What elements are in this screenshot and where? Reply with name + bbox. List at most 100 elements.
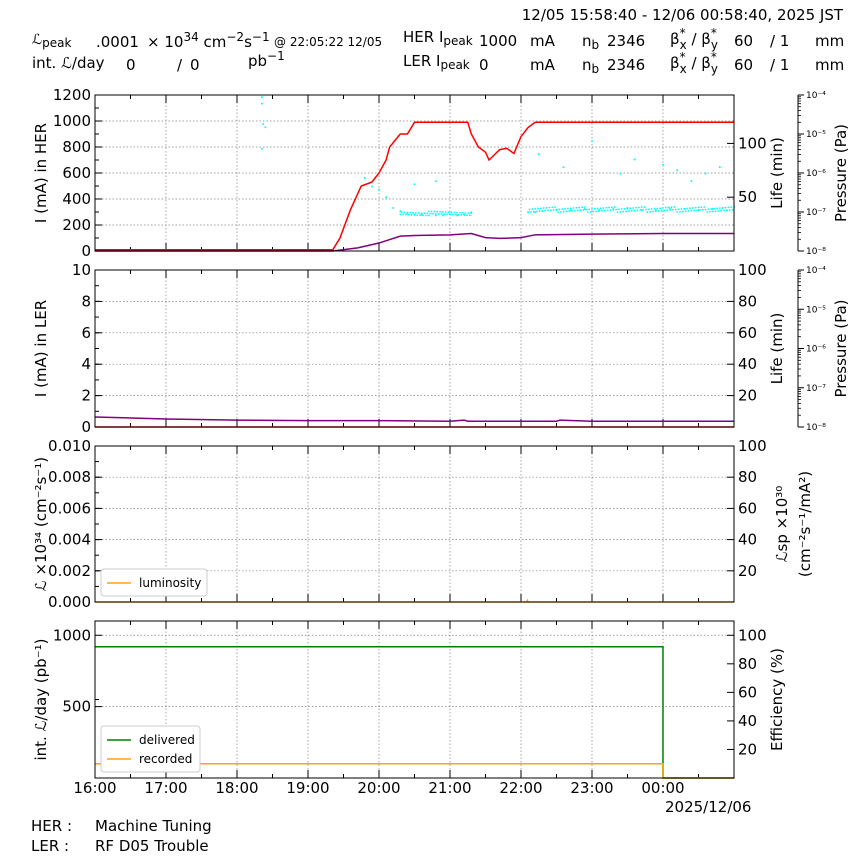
lifetime-point [420,212,423,215]
y2-tick-label: 20 [738,387,757,405]
lifetime-point [680,208,683,210]
lpeak-unit-exp: 34 [183,30,198,44]
lifetime-point [649,210,652,213]
lifetime-point [432,212,434,215]
lifetime-point [420,213,423,216]
lifetime-point [589,210,592,213]
lifetime-point [412,211,414,214]
lifetime-point [264,126,267,129]
lifetime-point [538,210,541,213]
lifetime-point [557,211,559,214]
lifetime-point [434,214,437,217]
lifetime-point [716,207,718,210]
lifetime-point [415,211,417,214]
panel-luminosity: 0.000 0.002 0.004 0.006 0.008 0.010 20 40 60 80 10… [32,437,814,611]
plot-frame [94,94,735,252]
lifetime-point [558,208,561,211]
lifetime-point [419,214,422,217]
lifetime-point [537,153,540,156]
her-unit: mA [530,32,556,50]
y2-tick-label: 20 [738,562,757,580]
lifetime-point [579,209,582,211]
y3-tick-label: 10⁻⁸ [806,423,826,433]
series-pressure [94,416,734,423]
y-tick-label: 1000 [53,112,91,130]
lifetime-point [696,209,698,212]
lifetime-point [728,209,731,211]
lifetime-point [447,211,450,214]
lifetime-point [426,212,429,215]
lifetime-point [429,212,432,215]
y2-tick-label: 100 [738,626,767,644]
lifetime-point [552,208,555,211]
lifetime-point [407,213,410,216]
lifetime-point [615,208,618,211]
y-tick-label: 2 [81,387,91,405]
y2-axis-label: (cm⁻²s⁻¹/mA²) [796,471,814,577]
lifetime-point [467,212,470,215]
lifetime-point [433,210,436,213]
beta-sup: * [680,50,686,64]
lifetime-point [406,211,409,214]
y-tick-label: 500 [62,698,91,716]
intl-value: 0 [126,56,136,74]
lifetime-point [718,207,721,210]
ler-value: 0 [479,56,489,74]
beta-sub: y [711,38,718,52]
lifetime-point [457,213,460,216]
lifetime-point [636,209,639,212]
beta-sep: / β [691,30,710,48]
lifetime-point [653,207,656,210]
lifetime-point [470,212,473,215]
lifetime-point [599,207,602,210]
lifetime-point [659,207,662,210]
lifetime-point [660,209,663,212]
her-label: HER I [403,28,443,46]
lifetime-point [593,207,596,210]
y2-tick-label: 60 [738,499,757,517]
lifetime-point [730,206,733,209]
lpeak-label: ℒ [32,32,42,48]
intl-unit: pb [248,52,267,70]
lifetime-point [596,207,599,210]
lifetime-point [569,207,572,210]
lifetime-point [588,208,591,211]
lifetime-point [652,210,654,213]
lifetime-point [439,210,441,213]
lifetime-point [441,214,444,217]
lpeak-time: @ 22:05:22 12/05 [274,35,382,49]
lifetime-point [417,212,420,214]
lifetime-point [542,207,545,209]
lifetime-point [625,210,627,213]
lifetime-point [613,206,616,208]
lifetime-point [623,207,626,210]
lifetime-point [672,208,674,211]
y3-tick-label: 10⁻⁴ [806,91,826,101]
beta-her-x: 60 [734,32,753,50]
lifetime-point [583,208,586,211]
lifetime-point [551,206,554,209]
header-integrated-lum: int. ℒ/day 0 / 0 pb−1 [32,49,285,74]
lifetime-point [541,209,544,212]
lifetime-point [591,208,593,210]
x-tick-label: 20:00 [357,779,400,797]
lifetime-point [561,208,564,210]
lifetime-point [442,211,444,213]
lifetime-point [456,214,459,217]
beta-label: β [670,54,680,72]
x-tick-label: 19:00 [286,779,329,797]
lifetime-point [704,208,707,211]
lifetime-point [528,208,531,211]
lifetime-point [632,207,635,209]
y2-tick-label: 80 [738,655,757,673]
lifetime-point [619,210,622,213]
svg-text:nb: nb [582,56,599,76]
lifetime-point [720,209,723,212]
lifetime-point [645,208,647,211]
header-ler-current: LER Ipeak 0 mA [403,52,556,74]
lifetime-point [555,208,558,211]
lifetime-point [544,209,547,212]
lifetime-point [676,169,679,172]
nb-her: 2346 [607,32,645,50]
